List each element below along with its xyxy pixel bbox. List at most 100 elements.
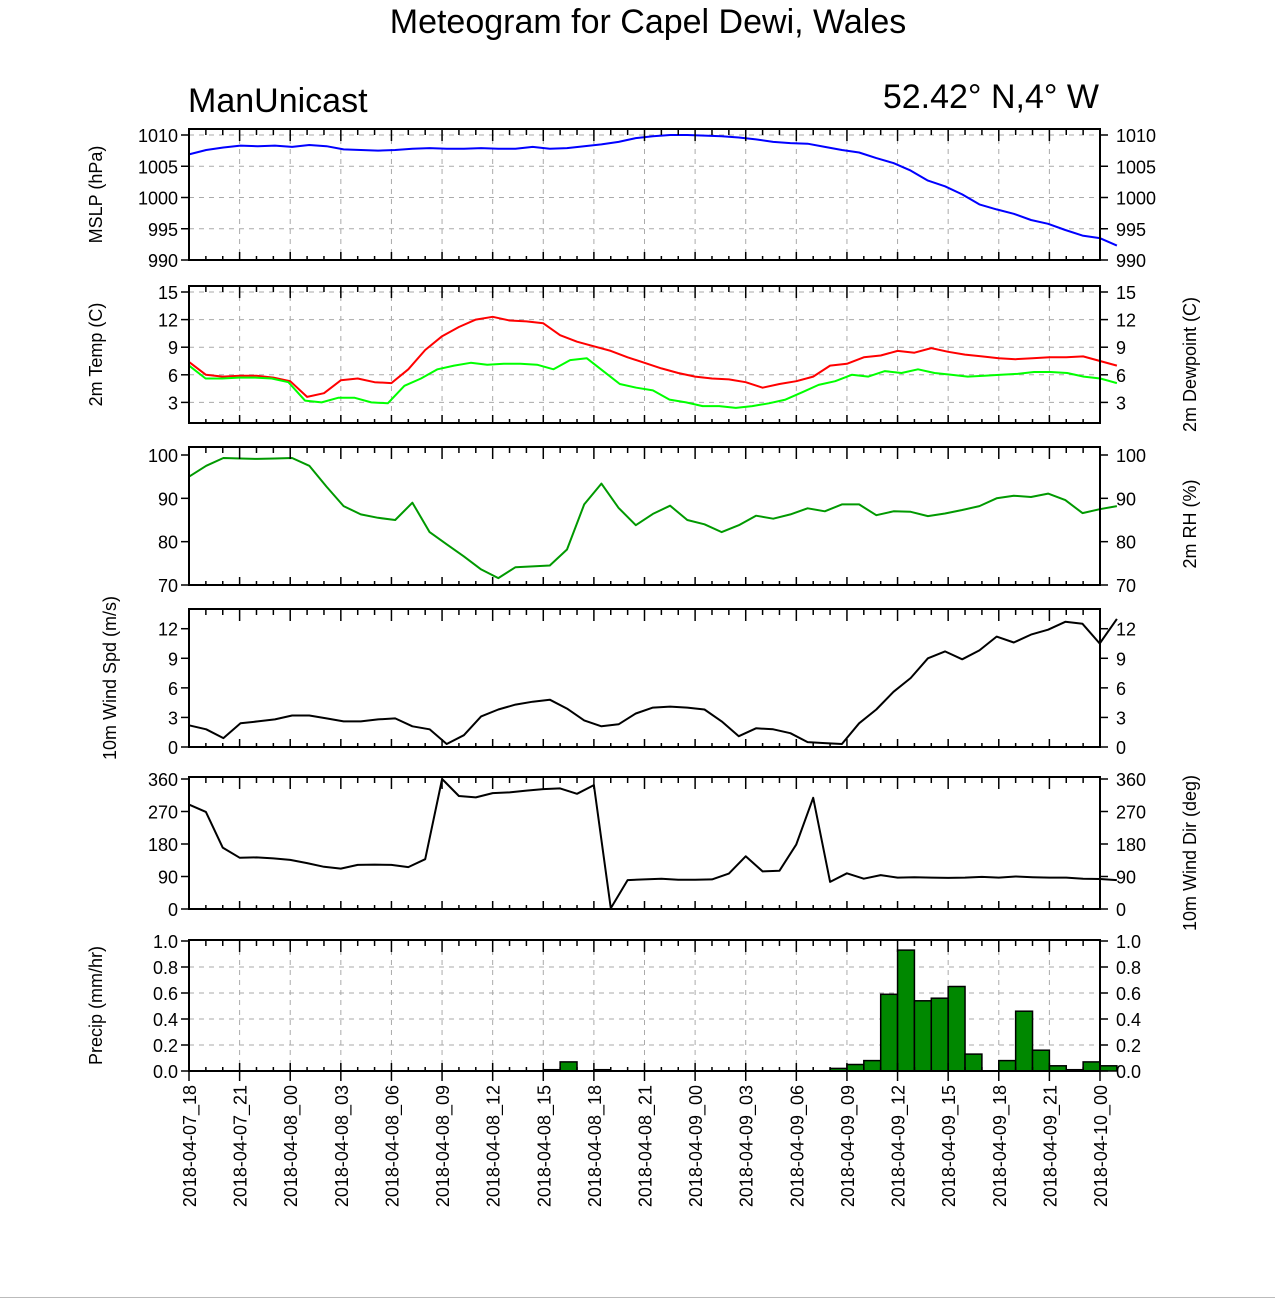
y-tick-label-right: 3 bbox=[1116, 708, 1126, 728]
y-tick-label-right: 1000 bbox=[1116, 189, 1156, 209]
y-tick-label-right: 990 bbox=[1116, 251, 1146, 271]
temperature-line bbox=[188, 315, 1118, 398]
wind-speed-line bbox=[188, 618, 1118, 745]
y-tick-label-left: 6 bbox=[168, 679, 178, 699]
x-tick-label: 2018-04-09_03 bbox=[737, 1085, 758, 1207]
y-tick-label-right: 80 bbox=[1116, 533, 1136, 553]
y-tick-label-right: 12 bbox=[1116, 620, 1136, 640]
panel-frame bbox=[188, 446, 1101, 586]
y-tick-label-right: 90 bbox=[1116, 868, 1136, 888]
x-tick-label: 2018-04-09_21 bbox=[1040, 1085, 1061, 1207]
y-axis-label-right: 10m Wind Dir (deg) bbox=[1180, 775, 1200, 931]
y-tick-label-right: 180 bbox=[1116, 835, 1146, 855]
y-tick-label-left: 1010 bbox=[138, 126, 178, 146]
y-tick-label-right: 270 bbox=[1116, 803, 1146, 823]
panel-humidity: 70 70 80 80 90 90 100 100 2m RH (%) bbox=[148, 446, 1200, 596]
y-tick-label-left: 6 bbox=[168, 366, 178, 386]
bottom-divider bbox=[0, 1297, 1275, 1298]
y-tick-label-right: 6 bbox=[1116, 679, 1126, 699]
y-tick-label-left: 0.4 bbox=[153, 1010, 178, 1030]
dewpoint-line bbox=[188, 357, 1118, 409]
y-axis-label-left: 2m Temp (C) bbox=[86, 303, 106, 407]
x-tick-label: 2018-04-09_12 bbox=[889, 1085, 910, 1207]
y-tick-label-left: 100 bbox=[148, 446, 178, 466]
x-tick-label: 2018-04-07_21 bbox=[231, 1085, 252, 1207]
x-tick-label: 2018-04-08_00 bbox=[281, 1085, 302, 1207]
y-tick-label-right: 12 bbox=[1116, 311, 1136, 331]
location-label: 52.42° N,4° W bbox=[883, 78, 1099, 116]
panel-temperature: 3 3 6 6 9 9 12 12 15 15 2m Temp (C) 2m Dewpoint (C) bbox=[86, 283, 1200, 432]
precip-bar bbox=[964, 1053, 983, 1072]
y-tick-label-left: 80 bbox=[158, 533, 178, 553]
wind-direction-line bbox=[188, 778, 1117, 910]
y-tick-label-right: 1.0 bbox=[1116, 932, 1141, 952]
rh-line bbox=[188, 457, 1118, 580]
panel-wind_speed: 0 0 3 3 6 6 9 9 12 12 10m Wind Spd (m/s) bbox=[100, 596, 1136, 760]
precip-bar bbox=[559, 1061, 578, 1072]
precip-bar bbox=[930, 997, 949, 1072]
x-tick-label: 2018-04-07_18 bbox=[180, 1085, 201, 1207]
y-axis-label-right: 2m RH (%) bbox=[1180, 480, 1200, 569]
y-tick-label-right: 70 bbox=[1116, 576, 1136, 596]
y-tick-label-left: 1.0 bbox=[153, 932, 178, 952]
y-tick-label-left: 3 bbox=[168, 708, 178, 728]
y-tick-label-right: 0 bbox=[1116, 900, 1126, 920]
precip-bar bbox=[863, 1059, 882, 1072]
x-tick-label: 2018-04-08_03 bbox=[332, 1085, 353, 1207]
x-tick-label: 2018-04-10_00 bbox=[1091, 1085, 1112, 1207]
precip-bar bbox=[1099, 1065, 1118, 1072]
y-tick-label-left: 990 bbox=[148, 251, 178, 271]
y-axis-label-left: MSLP (hPa) bbox=[86, 146, 106, 244]
x-tick-label: 2018-04-09_09 bbox=[838, 1085, 859, 1207]
x-axis: 2018-04-07_18 2018-04-07_21 2018-04-08_00 2… bbox=[180, 1071, 1112, 1207]
y-tick-label-left: 995 bbox=[148, 220, 178, 240]
x-tick-label: 2018-04-09_00 bbox=[686, 1085, 707, 1207]
chart-title: Meteogram for Capel Dewi, Wales bbox=[390, 3, 906, 41]
y-tick-label-left: 70 bbox=[158, 576, 178, 596]
panel-precipitation: 0.0 0.0 0.2 0.2 0.4 0.4 0.6 0.6 0.8 0.8 1.0 1.0 Prec… bbox=[86, 932, 1141, 1082]
y-tick-label-right: 6 bbox=[1116, 366, 1126, 386]
precip-bar bbox=[1082, 1061, 1101, 1072]
x-tick-label: 2018-04-08_15 bbox=[534, 1085, 555, 1207]
y-tick-label-right: 1005 bbox=[1116, 157, 1156, 177]
y-tick-label-left: 0 bbox=[168, 900, 178, 920]
precip-bar bbox=[896, 949, 916, 1072]
x-tick-label: 2018-04-08_06 bbox=[382, 1085, 403, 1207]
y-tick-label-right: 1010 bbox=[1116, 126, 1156, 146]
y-tick-label-left: 0 bbox=[168, 738, 178, 758]
x-tick-label: 2018-04-09_18 bbox=[990, 1085, 1011, 1207]
y-tick-label-left: 12 bbox=[158, 311, 178, 331]
y-tick-label-left: 1005 bbox=[138, 157, 178, 177]
precip-bar bbox=[998, 1059, 1017, 1072]
y-tick-label-right: 0.4 bbox=[1116, 1010, 1141, 1030]
y-axis-label-left: 10m Wind Spd (m/s) bbox=[100, 596, 120, 760]
model-label: ManUnicast bbox=[188, 82, 368, 120]
y-axis-label-right: 2m Dewpoint (C) bbox=[1180, 297, 1200, 432]
y-tick-label-left: 270 bbox=[148, 803, 178, 823]
y-tick-label-left: 1000 bbox=[138, 189, 178, 209]
x-tick-label: 2018-04-09_06 bbox=[787, 1085, 808, 1207]
y-tick-label-left: 9 bbox=[168, 338, 178, 358]
precip-bar bbox=[1014, 1010, 1034, 1072]
y-tick-label-right: 995 bbox=[1116, 220, 1146, 240]
y-tick-label-right: 3 bbox=[1116, 393, 1126, 413]
y-tick-label-right: 9 bbox=[1116, 338, 1126, 358]
y-tick-label-left: 12 bbox=[158, 620, 178, 640]
mslp-line bbox=[188, 134, 1118, 247]
y-tick-label-left: 0.2 bbox=[153, 1036, 178, 1056]
y-tick-label-left: 90 bbox=[158, 489, 178, 509]
y-tick-label-right: 90 bbox=[1116, 489, 1136, 509]
y-axis-label-left: Precip (mm/hr) bbox=[86, 946, 106, 1065]
y-tick-label-right: 15 bbox=[1116, 283, 1136, 303]
x-tick-label: 2018-04-08_21 bbox=[636, 1085, 657, 1207]
panel-mslp: 990 990 995 995 1000 1000 1005 1005 1010 1010 MSLP… bbox=[86, 126, 1156, 271]
panel-wind_direction: 0 0 90 90 180 180 270 270 360 360 10m Wind Dir (de… bbox=[148, 770, 1200, 931]
y-tick-label-left: 360 bbox=[148, 770, 178, 790]
y-tick-label-right: 100 bbox=[1116, 446, 1146, 466]
y-tick-label-left: 3 bbox=[168, 393, 178, 413]
x-tick-label: 2018-04-09_15 bbox=[939, 1085, 960, 1207]
y-tick-label-left: 15 bbox=[158, 283, 178, 303]
y-tick-label-right: 0.8 bbox=[1116, 958, 1141, 978]
